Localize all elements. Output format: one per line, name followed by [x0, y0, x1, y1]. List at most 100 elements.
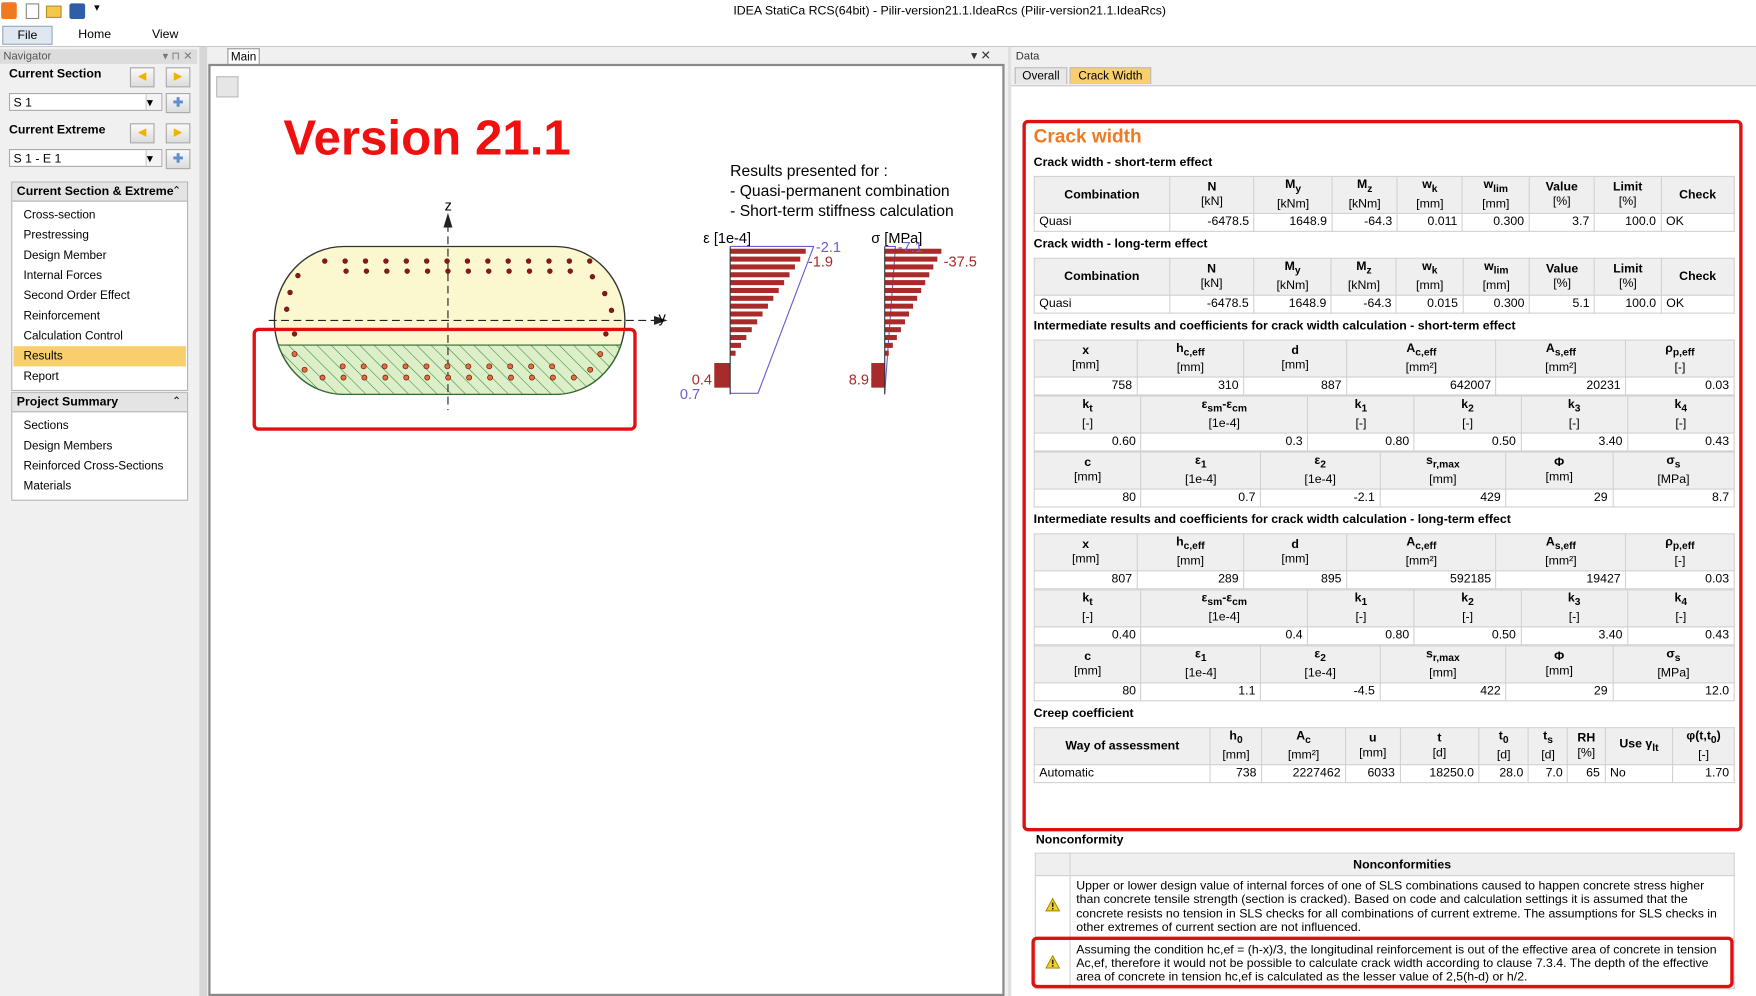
add-button[interactable]: ✚ — [165, 149, 191, 170]
panel-controls[interactable]: ▾ ⊓ ✕ — [162, 50, 193, 63]
navigator-item[interactable]: Calculation Control — [23, 329, 123, 343]
table-cell: 18250.0 — [1399, 764, 1480, 784]
ribbon-tab[interactable]: File — [2, 25, 53, 45]
save-icon[interactable] — [69, 3, 86, 20]
section-view: Version 21.1 y z Results presented for :… — [252, 111, 977, 431]
highlight-box — [1031, 936, 1734, 989]
zoom-extents-button[interactable] — [216, 76, 239, 98]
navigator-item[interactable]: Design Member — [23, 248, 107, 263]
column-header: ε2 [1e-4] — [1259, 451, 1381, 490]
header-unit: [1e-4] — [1304, 472, 1336, 486]
result-table: c [mm] ε1 [1e-4] ε2 [1e-4] sr,max [mm] Φ [mm] σs [M… — [1033, 451, 1735, 508]
header-symbol-line: Ac,eff — [1406, 536, 1436, 552]
reinforcement — [284, 258, 615, 381]
table-cell: 28.0 — [1478, 764, 1529, 784]
header-subscript: s,eff — [1554, 346, 1576, 359]
column-header: wk [mm] — [1396, 175, 1464, 214]
open-icon[interactable] — [45, 5, 62, 18]
header-unit: [mm] — [1281, 358, 1309, 372]
header-symbol: ε — [1195, 454, 1201, 468]
table-cell: 0.43 — [1626, 626, 1735, 646]
table-cell: Quasi — [1033, 212, 1171, 232]
main-tab[interactable]: Main — [227, 48, 260, 65]
navigate-button[interactable]: ◀ — [129, 67, 155, 88]
navigator-item[interactable]: Report — [23, 369, 59, 384]
navigate-button[interactable]: ▶ — [165, 67, 191, 88]
header-symbol-line: ρp,eff — [1665, 342, 1694, 358]
navigator-item[interactable]: Cross-section — [23, 208, 96, 222]
header-symbol-line: kt — [1082, 398, 1092, 414]
column-header: d [mm] — [1243, 533, 1348, 572]
header-symbol: A — [1545, 342, 1555, 356]
ribbon-tab[interactable]: View — [151, 28, 179, 42]
new-icon[interactable] — [25, 3, 40, 20]
add-button[interactable]: ✚ — [165, 92, 191, 114]
table-cell: 100.0 — [1594, 294, 1662, 314]
diagram-bar — [730, 327, 752, 333]
column-header: d [mm] — [1243, 339, 1348, 378]
rebar — [363, 268, 370, 274]
navigator-item[interactable]: Materials — [23, 479, 72, 493]
rebar — [291, 351, 298, 357]
header-symbol-line: σs — [1666, 454, 1680, 470]
navigator-item[interactable]: Reinforcement — [23, 309, 100, 323]
table-cell: No — [1604, 764, 1674, 784]
splitter[interactable] — [199, 47, 208, 996]
header-subscript: 0 — [1710, 734, 1717, 746]
header-symbol: Limit — [1612, 180, 1643, 194]
header-unit: [kN] — [1200, 276, 1223, 291]
header-symbol: ε — [1314, 648, 1321, 662]
header-unit: [kNm] — [1276, 278, 1309, 292]
diagram-bar — [884, 334, 897, 341]
effective-tension-area — [277, 345, 622, 396]
column-header: x [mm] — [1033, 533, 1138, 572]
dropdown-arrow[interactable]: ▾ — [145, 94, 162, 110]
navigator-item[interactable]: Second Order Effect — [23, 289, 130, 303]
navigate-button[interactable]: ▶ — [165, 123, 191, 144]
header-subscript: t — [1089, 596, 1093, 608]
collapse-icon[interactable]: ⌃ — [172, 395, 182, 408]
quick-access-menu[interactable]: ▾ — [94, 2, 100, 15]
header-symbol: t — [1543, 729, 1548, 744]
rebar — [423, 258, 430, 264]
navigator-item[interactable]: Results — [13, 346, 186, 367]
header-unit: [-] — [1675, 416, 1687, 430]
navigator-item[interactable]: Prestressing — [23, 228, 89, 243]
header-subscript: z — [1366, 265, 1372, 277]
navigator-item[interactable]: Reinforced Cross-Sections — [23, 459, 164, 473]
dropdown-arrow[interactable]: ▾ — [145, 150, 162, 166]
data-tab[interactable]: Crack Width — [1069, 67, 1152, 85]
header-symbol-line: Check — [1679, 269, 1716, 282]
column-header: x [mm] — [1033, 339, 1138, 378]
data-tab[interactable]: Overall — [1014, 67, 1068, 85]
rebar — [465, 363, 472, 370]
diagram-bar — [730, 311, 763, 317]
navigator-item[interactable]: Internal Forces — [23, 268, 102, 283]
warning-mark — [1051, 959, 1054, 964]
value-label: 0.4 — [692, 372, 712, 388]
navigator-item[interactable]: Sections — [23, 419, 69, 433]
diagram-bar — [730, 272, 790, 278]
value-label: 0.7 — [680, 387, 700, 403]
table-cell: 12.0 — [1612, 682, 1735, 702]
header-symbol: ε — [1201, 592, 1208, 606]
panel-controls[interactable]: ▾ ✕ — [970, 49, 991, 63]
data-row: Quasi -6478.5 1648.9 -64.3 0.015 0.300 5.1 100.… — [1033, 294, 1735, 314]
table-cell: 0.7 — [1140, 488, 1262, 508]
ribbon-tab[interactable]: Home — [78, 28, 112, 42]
header-symbol: N — [1207, 180, 1217, 194]
column-header: kt [-] — [1033, 395, 1142, 434]
collapse-icon[interactable]: ⌃ — [172, 184, 182, 198]
table-cell: 758 — [1033, 376, 1138, 396]
navigator-item[interactable]: Design Members — [23, 439, 113, 453]
extreme-combo[interactable]: S 1 - E 1 ▾ — [8, 149, 163, 167]
group-header[interactable]: Project Summary ⌃ — [12, 393, 188, 413]
navigate-button[interactable]: ◀ — [129, 123, 155, 144]
rebar — [291, 331, 298, 337]
warning-cell — [1034, 937, 1071, 990]
header-symbol-line: Value — [1546, 262, 1578, 275]
group-header[interactable]: Current Section & Extreme ⌃ — [12, 182, 188, 202]
header-symbol: ε — [1195, 648, 1201, 662]
section-combo[interactable]: S 1 ▾ — [8, 92, 163, 111]
